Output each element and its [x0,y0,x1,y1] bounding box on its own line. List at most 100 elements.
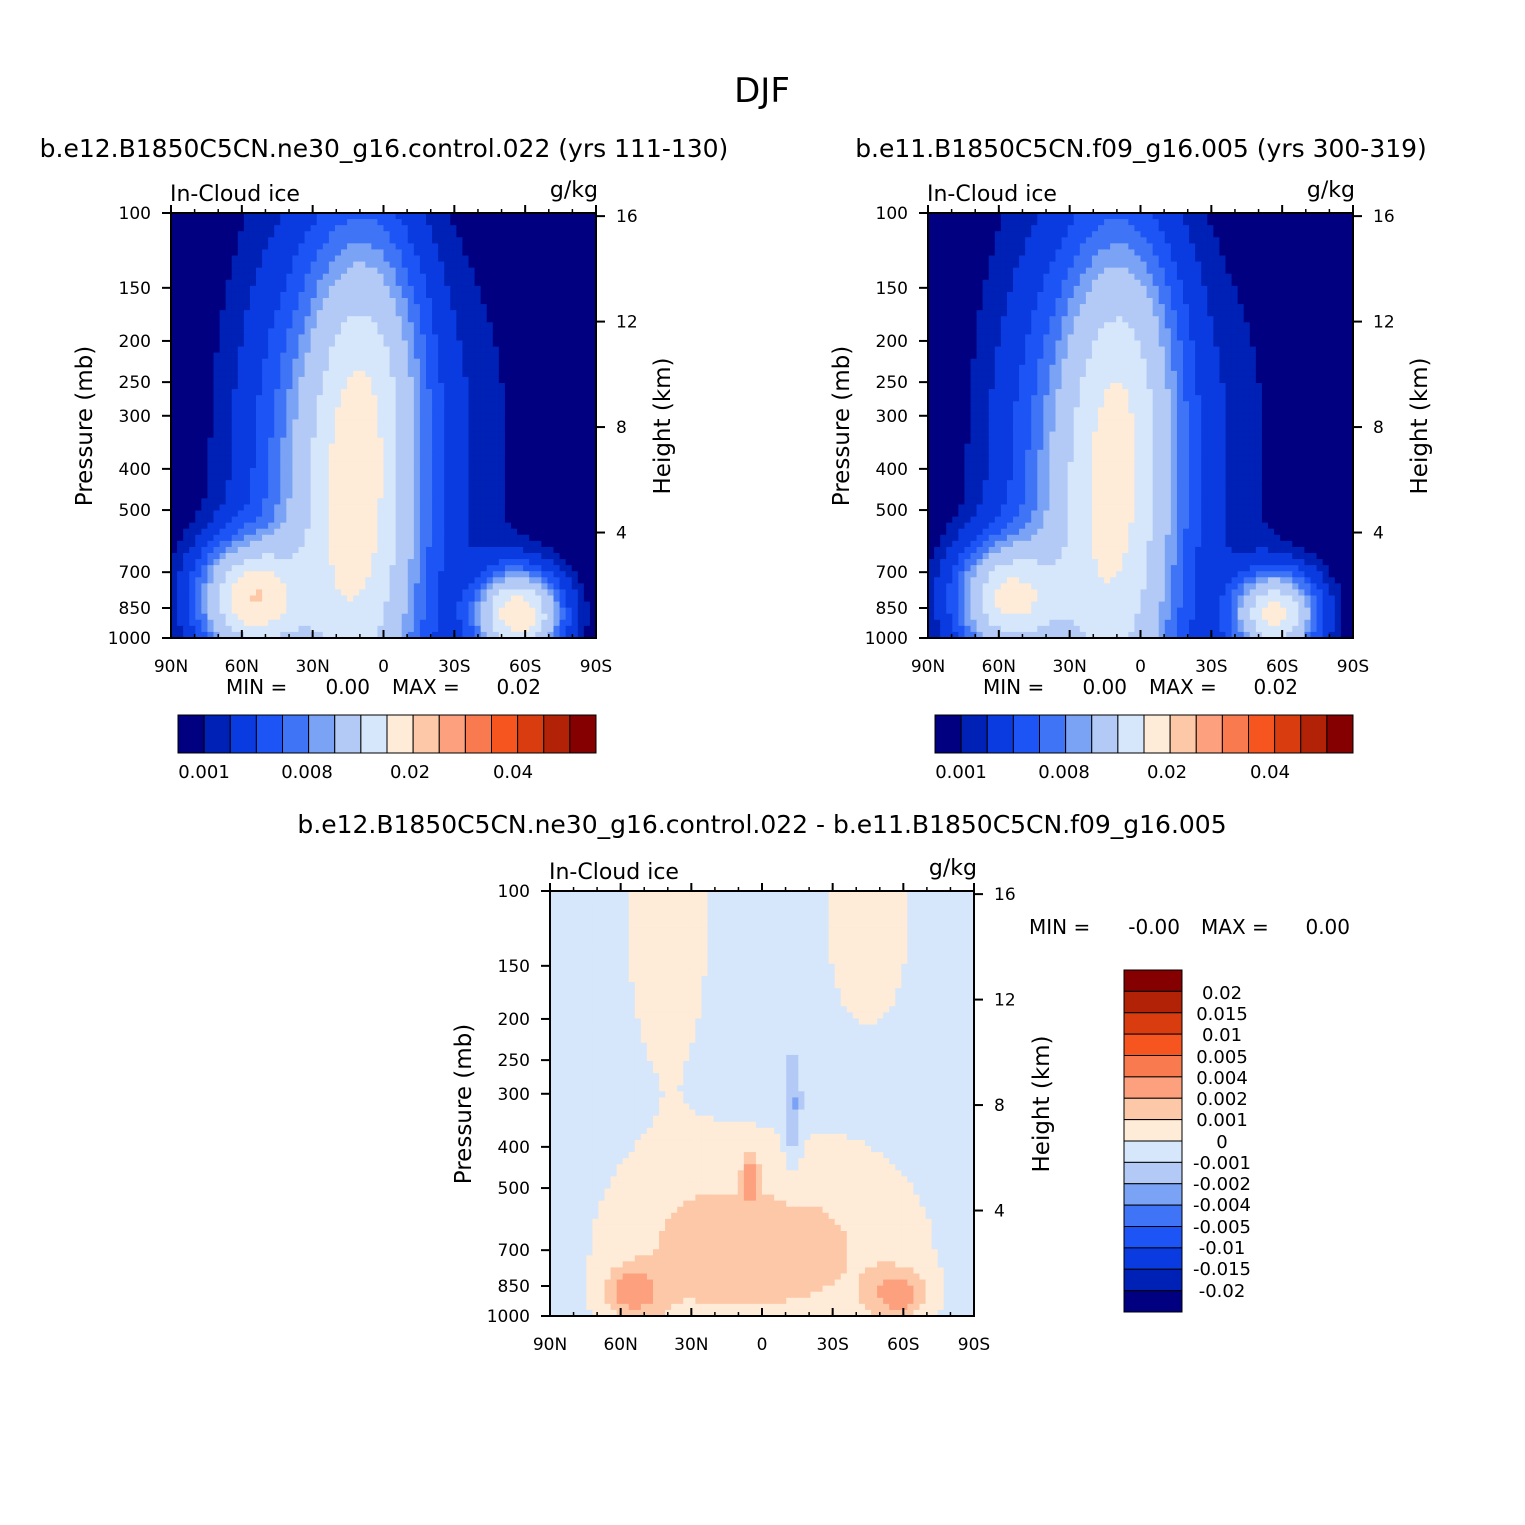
contour-cell [292,486,300,493]
contour-cell [468,577,476,584]
contour-cell [456,267,464,275]
contour-cell [583,486,591,493]
contour-cell [444,498,451,506]
contour-cell [395,364,403,372]
contour-cell [256,389,263,396]
contour-cell [486,413,494,421]
contour-cell [559,407,567,414]
contour-cell [183,474,190,481]
contour-cell [383,413,391,421]
contour-cell [268,334,275,342]
contour-cell [195,413,202,421]
contour-cell [504,510,512,518]
contour-cell [547,419,555,427]
contour-cell [480,631,488,639]
contour-cell [426,631,433,639]
contour-cell [310,553,318,560]
contour-cell [474,443,482,451]
contour-cell [171,364,178,372]
contour-cell [456,565,464,572]
contour-cell [298,510,306,518]
contour-cell [395,334,403,342]
contour-cell [547,589,555,597]
contour-cell [341,516,348,524]
contour-cell [504,237,512,244]
contour-cell [310,455,318,463]
contour-cell [511,340,518,348]
contour-cell [565,565,573,572]
contour-cell [438,243,445,251]
contour-cell [286,571,294,578]
contour-cell [401,613,409,621]
contour-cell [383,389,391,396]
contour-cell [419,425,427,433]
contour-cell [292,322,300,329]
contour-cell [237,613,245,621]
contour-cell [371,243,379,251]
contour-cell [583,589,591,597]
contour-cell [231,407,239,414]
contour-cell [256,291,263,299]
contour-cell [383,340,391,348]
contour-cell [225,316,233,323]
contour-cell [529,328,536,336]
contour-cell [231,589,239,597]
contour-cell [256,364,263,372]
contour-cell [316,546,324,554]
contour-cell [316,540,324,548]
contour-cell [322,346,330,354]
contour-cell [334,225,342,232]
contour-cell [547,231,555,238]
contour-cell [577,577,585,584]
contour-cell [492,455,500,463]
contour-cell [262,595,269,603]
contour-cell [413,225,421,232]
contour-cell [195,419,202,427]
contour-cell [535,407,542,414]
contour-cell [237,298,245,305]
contour-cell [486,443,494,451]
contour-cell [377,437,385,445]
contour-cell [426,474,433,481]
contour-cell [529,631,536,639]
contour-cell [432,310,439,317]
contour-cell [207,407,215,414]
contour-cell [328,298,336,305]
contour-cell [298,316,306,323]
contour-cell [559,370,567,378]
contour-cell [171,370,178,378]
contour-cell [535,291,542,299]
contour-cell [583,553,591,560]
contour-cell [511,455,518,463]
contour-cell [456,395,464,402]
contour-cell [341,370,348,378]
contour-cell [504,601,512,609]
contour-cell [438,480,445,487]
contour-cell [183,304,190,311]
contour-cell [195,516,202,524]
contour-cell [517,219,524,226]
contour-cell [407,461,415,469]
contour-cell [207,328,215,336]
contour-cell [413,449,421,457]
contour-cell [523,322,530,329]
contour-cell [310,401,318,408]
contour-cell [359,346,366,354]
contour-cell [249,565,257,572]
contour-cell [571,559,579,566]
contour-cell [177,413,184,421]
contour-cell [553,328,561,336]
contour-cell [304,583,312,591]
contour-cell [353,631,360,639]
contour-cell [213,340,221,348]
contour-cell [219,310,227,317]
contour-cell [553,480,561,487]
contour-cell [444,310,451,317]
contour-cell [511,279,518,287]
contour-cell [504,352,512,360]
contour-cell [274,431,281,439]
contour-cell [201,504,209,512]
contour-cell [274,449,281,457]
contour-cell [328,455,336,463]
contour-cell [249,389,257,396]
